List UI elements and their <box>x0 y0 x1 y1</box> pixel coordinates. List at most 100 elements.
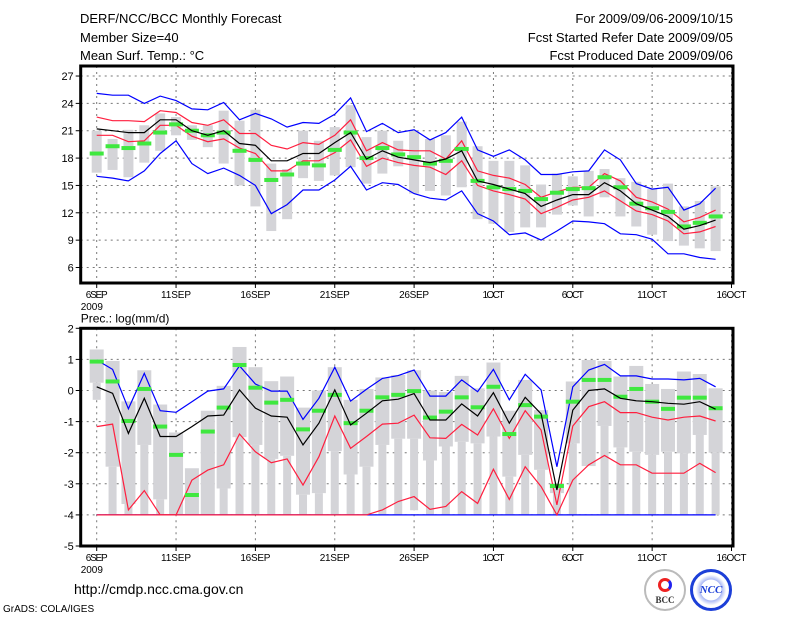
ensemble-box <box>502 410 517 477</box>
y-tick-label: 21 <box>61 126 73 138</box>
box-whisker <box>521 454 530 515</box>
y-tick-label: 12 <box>61 208 73 220</box>
ensemble-box <box>504 160 515 232</box>
plot-frame <box>79 326 735 548</box>
median-marker <box>121 418 136 423</box>
median-marker <box>232 362 247 367</box>
median-marker <box>597 175 612 180</box>
y-tick-label: 27 <box>61 71 73 83</box>
ensemble-box <box>597 360 612 426</box>
ensemble-box <box>518 379 533 455</box>
box-whisker <box>108 466 117 515</box>
y-tick-label: -4 <box>64 510 74 522</box>
median-marker <box>534 197 549 202</box>
ensemble-box <box>440 135 451 196</box>
ensemble-box <box>629 365 644 452</box>
median-marker <box>216 405 231 410</box>
median-marker <box>486 384 501 389</box>
ensemble-box <box>422 390 437 461</box>
x-tick-label: 26SEP <box>399 290 429 301</box>
y-tick-label: 1 <box>68 354 74 366</box>
median-marker <box>438 158 453 163</box>
box-whisker <box>711 452 720 515</box>
ensemble-box <box>391 374 406 439</box>
box-whisker <box>457 441 466 515</box>
median-marker <box>89 359 104 364</box>
ensemble-box <box>520 165 531 228</box>
ensemble-box <box>311 390 326 494</box>
median-marker <box>549 483 564 488</box>
median-marker <box>296 427 311 432</box>
bcc-emblem-icon <box>658 578 672 592</box>
ensemble-box <box>184 468 199 515</box>
median-marker <box>422 161 437 166</box>
x-tick-label: 16SEP <box>240 290 270 301</box>
median-marker <box>692 395 707 400</box>
y-tick-label: 6 <box>68 263 74 275</box>
median-marker <box>629 386 644 391</box>
median-marker <box>375 395 390 400</box>
x-tick-label: 1OCT <box>482 290 504 301</box>
y-tick-label: 15 <box>61 180 73 192</box>
median-marker <box>518 403 533 408</box>
median-marker <box>200 429 215 434</box>
median-marker <box>454 395 469 400</box>
ensemble-box <box>234 120 245 186</box>
spread-lower-line <box>96 454 716 517</box>
median-marker <box>375 146 390 151</box>
box-whisker <box>362 466 371 515</box>
ensemble-box <box>488 160 499 224</box>
median-marker <box>248 385 263 390</box>
median-marker <box>343 421 358 426</box>
y-tick-label: 24 <box>61 98 73 110</box>
box-whisker <box>600 425 609 515</box>
ensemble-box <box>710 186 721 252</box>
ensemble-box <box>456 121 467 188</box>
median-marker <box>264 400 279 405</box>
ensemble-box <box>121 401 136 505</box>
x-year-label: 2009 <box>81 565 104 576</box>
box-whisker <box>648 454 657 515</box>
ensemble-box <box>409 130 420 194</box>
source-url[interactable]: http://cmdp.ncc.cma.gov.cn <box>74 581 244 597</box>
x-tick-label: 16OCT <box>717 553 747 564</box>
ensemble-box <box>327 367 342 452</box>
median-marker <box>105 144 120 149</box>
median-marker <box>407 389 422 394</box>
median-marker <box>422 415 437 420</box>
box-whisker <box>664 451 673 515</box>
median-marker <box>311 163 326 168</box>
median-marker <box>454 146 469 151</box>
median-marker <box>581 377 596 382</box>
plot-frame <box>79 64 735 285</box>
ensemble-box <box>296 407 311 495</box>
median-marker <box>549 190 564 195</box>
x-tick-label: 11SEP <box>161 290 191 301</box>
x-year-label: 2009 <box>81 302 104 313</box>
box-whisker <box>679 453 688 515</box>
median-marker <box>216 130 231 135</box>
bcc-logo: BCC <box>644 569 686 611</box>
ensemble-box <box>676 371 691 454</box>
box-whisker <box>219 488 228 515</box>
ensemble-box <box>361 137 372 184</box>
median-marker <box>676 224 691 229</box>
ensemble-box <box>107 138 118 170</box>
y-tick-label: -2 <box>64 448 74 460</box>
bcc-logo-text: BCC <box>655 595 675 605</box>
temp-panel: 6 9 12 15 18 21 24 27 6SEP 11SEP 16SEP 21SEP 26SEP 1O… <box>61 64 747 313</box>
x-tick-label: 11OCT <box>637 553 667 564</box>
box-whisker <box>616 447 625 515</box>
median-marker <box>89 151 104 156</box>
box-whisker <box>695 434 704 515</box>
median-marker <box>597 377 612 382</box>
median-marker <box>708 406 723 411</box>
median-marker <box>407 155 422 160</box>
y-tick-label: 18 <box>61 153 73 165</box>
y-tick-label: -5 <box>64 541 74 553</box>
box-whisker <box>283 455 292 515</box>
y-tick-label: 2 <box>68 323 74 335</box>
median-marker <box>391 392 406 397</box>
